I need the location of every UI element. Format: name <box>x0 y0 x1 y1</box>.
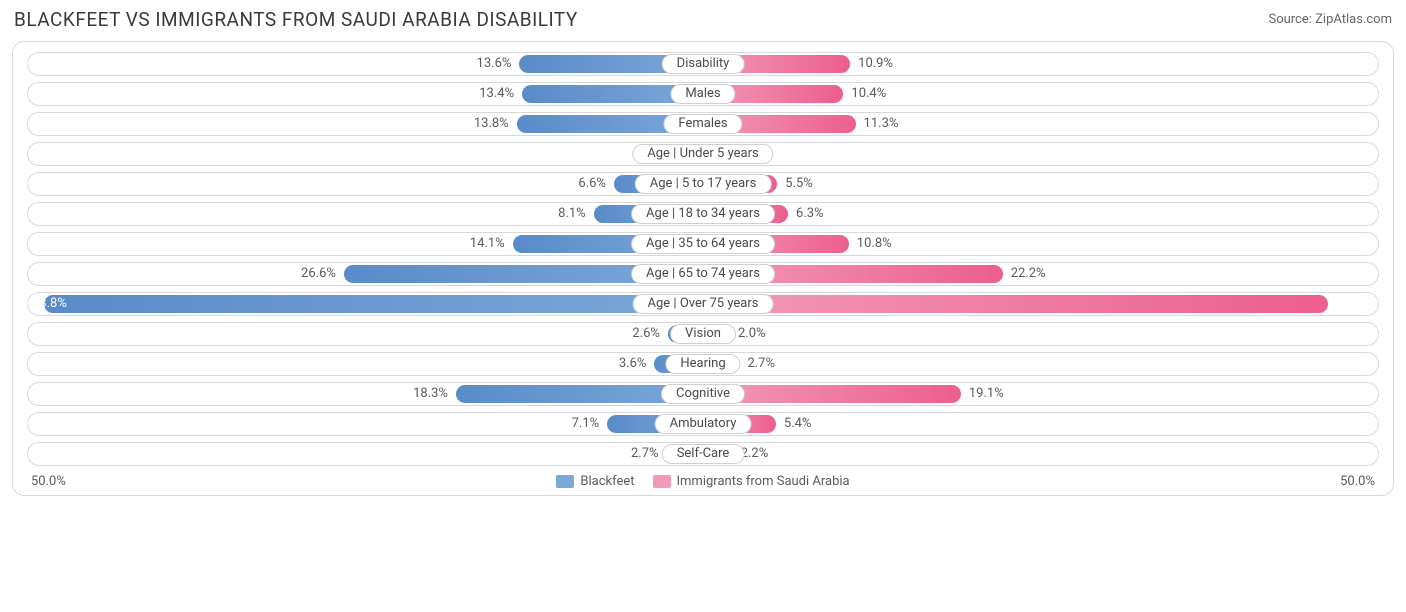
row-track: 14.1% 10.8% Age | 35 to 64 years <box>27 232 1379 256</box>
row-label: Age | 5 to 17 years <box>635 174 772 194</box>
value-right: 11.3% <box>864 113 899 135</box>
value-left: 2.7% <box>631 443 659 465</box>
row-track: 13.4% 10.4% Males <box>27 82 1379 106</box>
chart-footer: 50.0% Blackfeet Immigrants from Saudi Ar… <box>13 472 1393 489</box>
row-track: 1.6%1.2%Age | Under 5 years <box>27 142 1379 166</box>
value-right: 5.5% <box>785 173 813 195</box>
row-label: Age | Under 5 years <box>632 144 773 164</box>
chart-rows: 13.6% 10.9% Disability 13.4% 10.4% Males 13.8%… <box>13 52 1393 466</box>
chart-header: BLACKFEET VS IMMIGRANTS FROM SAUDI ARABI… <box>0 0 1406 37</box>
chart-row: 6.6% 5.5% Age | 5 to 17 years <box>13 172 1393 196</box>
chart-row: 13.4% 10.4% Males <box>13 82 1393 106</box>
legend-label: Blackfeet <box>580 474 634 489</box>
row-track: 3.6% 2.7% Hearing <box>27 352 1379 376</box>
row-label: Disability <box>662 54 745 74</box>
chart-row: 48.8% 46.3% Age | Over 75 years <box>13 292 1393 316</box>
row-track: 7.1% 5.4% Ambulatory <box>27 412 1379 436</box>
row-label: Ambulatory <box>655 414 752 434</box>
value-right: 10.8% <box>857 233 892 255</box>
row-label: Cognitive <box>661 384 745 404</box>
chart-source: Source: ZipAtlas.com <box>1268 12 1392 27</box>
row-track: 48.8% 46.3% Age | Over 75 years <box>27 292 1379 316</box>
chart-row: 2.6% 2.0%Vision <box>13 322 1393 346</box>
axis-right-label: 50.0% <box>1340 474 1375 489</box>
chart-row: 2.7% 2.2%Self-Care <box>13 442 1393 466</box>
row-track: 26.6% 22.2% Age | 65 to 74 years <box>27 262 1379 286</box>
chart-row: 13.8% 11.3% Females <box>13 112 1393 136</box>
row-track: 18.3% 19.1% Cognitive <box>27 382 1379 406</box>
row-track: 2.6% 2.0%Vision <box>27 322 1379 346</box>
chart-row: 14.1% 10.8% Age | 35 to 64 years <box>13 232 1393 256</box>
value-left: 6.6% <box>578 173 606 195</box>
row-track: 13.8% 11.3% Females <box>27 112 1379 136</box>
row-label: Age | 65 to 74 years <box>631 264 775 284</box>
value-left: 3.6% <box>619 353 647 375</box>
chart-row: 7.1% 5.4% Ambulatory <box>13 412 1393 436</box>
value-right: 10.4% <box>851 83 886 105</box>
chart-row: 26.6% 22.2% Age | 65 to 74 years <box>13 262 1393 286</box>
row-label: Age | Over 75 years <box>633 294 774 314</box>
row-label: Self-Care <box>662 444 745 464</box>
axis-left-label: 50.0% <box>31 474 66 489</box>
row-label: Males <box>670 84 735 104</box>
legend-item-blackfeet: Blackfeet <box>556 474 634 489</box>
chart-row: 3.6% 2.7% Hearing <box>13 352 1393 376</box>
value-right: 46.3% <box>1339 293 1374 315</box>
value-left: 14.1% <box>470 233 505 255</box>
value-left: 7.1% <box>572 413 600 435</box>
value-left: 13.4% <box>479 83 514 105</box>
row-label: Vision <box>670 324 736 344</box>
chart-row: 18.3% 19.1% Cognitive <box>13 382 1393 406</box>
row-label: Hearing <box>665 354 740 374</box>
value-right: 19.1% <box>969 383 1004 405</box>
value-left: 48.8% <box>32 293 67 315</box>
chart-row: 8.1% 6.3% Age | 18 to 34 years <box>13 202 1393 226</box>
row-label: Age | 18 to 34 years <box>631 204 775 224</box>
value-left: 13.6% <box>477 53 512 75</box>
row-track: 2.7% 2.2%Self-Care <box>27 442 1379 466</box>
row-label: Females <box>663 114 742 134</box>
row-track: 8.1% 6.3% Age | 18 to 34 years <box>27 202 1379 226</box>
row-track: 6.6% 5.5% Age | 5 to 17 years <box>27 172 1379 196</box>
legend-label: Immigrants from Saudi Arabia <box>677 474 850 489</box>
value-left: 2.6% <box>632 323 660 345</box>
value-left: 8.1% <box>558 203 586 225</box>
bar-left <box>44 295 703 313</box>
legend-item-saudi: Immigrants from Saudi Arabia <box>653 474 850 489</box>
value-left: 26.6% <box>301 263 336 285</box>
value-right: 22.2% <box>1011 263 1046 285</box>
legend: Blackfeet Immigrants from Saudi Arabia <box>66 474 1340 489</box>
value-right: 2.7% <box>747 353 775 375</box>
value-right: 2.2% <box>741 443 769 465</box>
value-right: 6.3% <box>796 203 824 225</box>
chart-row: 13.6% 10.9% Disability <box>13 52 1393 76</box>
row-track: 13.6% 10.9% Disability <box>27 52 1379 76</box>
value-right: 2.0% <box>738 323 766 345</box>
chart-row: 1.6%1.2%Age | Under 5 years <box>13 142 1393 166</box>
legend-swatch-icon <box>556 475 574 488</box>
chart-panel: 13.6% 10.9% Disability 13.4% 10.4% Males 13.8%… <box>12 41 1394 496</box>
bar-right <box>703 295 1328 313</box>
legend-swatch-icon <box>653 475 671 488</box>
row-label: Age | 35 to 64 years <box>631 234 775 254</box>
chart-title: BLACKFEET VS IMMIGRANTS FROM SAUDI ARABI… <box>14 8 578 31</box>
value-right: 5.4% <box>784 413 812 435</box>
value-right: 10.9% <box>858 53 893 75</box>
value-left: 13.8% <box>474 113 509 135</box>
value-left: 18.3% <box>413 383 448 405</box>
